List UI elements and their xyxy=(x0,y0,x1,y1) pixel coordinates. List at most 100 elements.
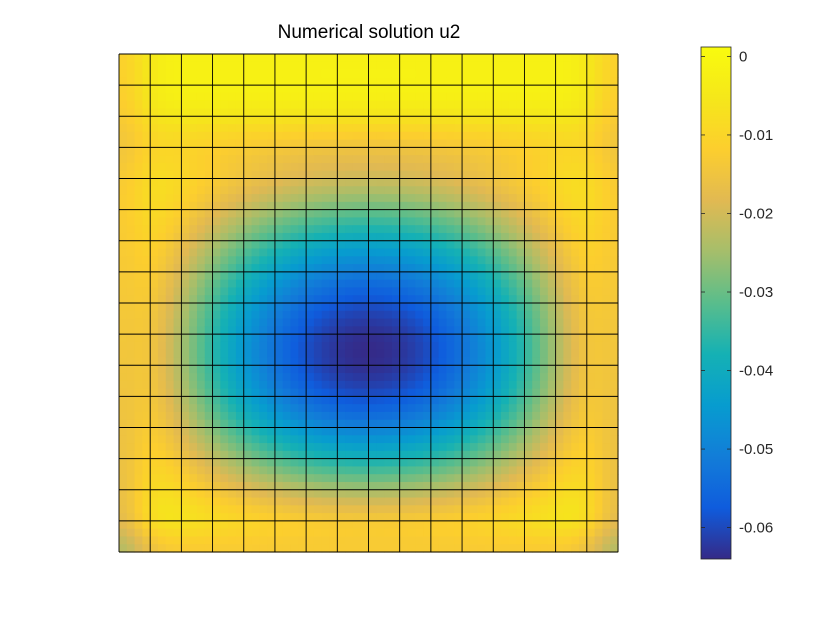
heatmap-cell xyxy=(212,194,221,203)
heatmap-cell xyxy=(313,162,323,172)
heatmap-cell xyxy=(579,404,588,413)
heatmap-cell xyxy=(594,279,604,289)
heatmap-cell xyxy=(204,162,214,172)
heatmap-cell xyxy=(126,419,136,429)
heatmap-cell xyxy=(571,77,580,86)
heatmap-cell xyxy=(438,170,448,180)
heatmap-cell xyxy=(189,279,198,289)
heatmap-cell xyxy=(602,279,611,289)
heatmap-cell xyxy=(220,85,229,94)
heatmap-cell xyxy=(524,209,533,219)
heatmap-cell xyxy=(189,186,198,195)
heatmap-cell xyxy=(282,357,292,366)
heatmap-cell xyxy=(547,108,557,117)
heatmap-cell xyxy=(602,217,611,226)
heatmap-cell xyxy=(142,287,151,296)
heatmap-cell xyxy=(376,450,385,460)
heatmap-cell xyxy=(306,357,315,366)
heatmap-cell xyxy=(267,357,276,366)
heatmap-cell xyxy=(516,162,526,172)
heatmap-cell xyxy=(423,92,432,102)
heatmap-cell xyxy=(306,505,315,514)
heatmap-cell xyxy=(282,162,292,172)
heatmap-cell xyxy=(267,310,276,320)
heatmap-cell xyxy=(430,92,440,102)
heatmap-cell xyxy=(259,365,268,374)
heatmap-cell xyxy=(524,435,533,444)
heatmap-cell xyxy=(181,240,190,250)
heatmap-cell xyxy=(391,178,401,187)
heatmap-cell xyxy=(376,131,385,141)
heatmap-cell xyxy=(282,116,292,125)
heatmap-cell xyxy=(469,194,479,203)
heatmap-cell xyxy=(594,357,604,366)
heatmap-cell xyxy=(119,544,128,553)
heatmap-cell xyxy=(485,194,494,203)
heatmap-cell xyxy=(454,419,463,429)
heatmap-cell xyxy=(298,536,307,545)
heatmap-cell xyxy=(157,513,167,522)
heatmap-cell xyxy=(485,520,494,530)
heatmap-cell xyxy=(306,326,315,335)
heatmap-cell xyxy=(228,54,237,63)
heatmap-cell xyxy=(563,303,572,312)
heatmap-cell xyxy=(360,147,370,156)
heatmap-cell xyxy=(563,131,572,141)
heatmap-cell xyxy=(532,85,541,94)
heatmap-cell xyxy=(610,256,619,265)
heatmap-cell xyxy=(157,474,167,483)
heatmap-cell xyxy=(345,124,354,133)
heatmap-cell xyxy=(150,528,159,538)
heatmap-cell xyxy=(267,380,276,390)
heatmap-cell xyxy=(306,450,315,460)
heatmap-cell xyxy=(610,186,619,195)
heatmap-cell xyxy=(602,349,611,359)
heatmap-cell xyxy=(212,186,221,195)
heatmap-cell xyxy=(165,232,175,242)
heatmap-cell xyxy=(282,435,292,444)
heatmap-cell xyxy=(150,155,159,164)
heatmap-cell xyxy=(563,69,572,78)
heatmap-cell xyxy=(493,443,502,452)
heatmap-cell xyxy=(501,225,510,234)
heatmap-cell xyxy=(134,209,143,219)
heatmap-cell xyxy=(150,365,159,374)
heatmap-cell xyxy=(235,279,245,289)
heatmap-cell xyxy=(493,194,502,203)
heatmap-cell xyxy=(532,131,541,141)
heatmap-cell xyxy=(329,287,338,296)
heatmap-cell xyxy=(485,474,494,483)
heatmap-cell xyxy=(446,271,455,281)
heatmap-cell xyxy=(454,497,463,506)
heatmap-cell xyxy=(306,513,315,522)
heatmap-cell xyxy=(423,116,432,125)
heatmap-cell xyxy=(415,232,424,242)
heatmap-cell xyxy=(368,264,377,273)
heatmap-cell xyxy=(189,388,198,397)
heatmap-cell xyxy=(212,349,221,359)
heatmap-cell xyxy=(352,108,362,117)
heatmap-cell xyxy=(360,310,370,320)
heatmap-cell xyxy=(563,544,572,553)
heatmap-cell xyxy=(345,61,354,71)
heatmap-cell xyxy=(415,131,424,141)
heatmap-cell xyxy=(157,318,167,327)
heatmap-cell xyxy=(477,388,487,397)
heatmap-cell xyxy=(228,458,237,468)
heatmap-cell xyxy=(516,443,526,452)
heatmap-cell xyxy=(485,497,494,506)
heatmap-cell xyxy=(485,513,494,522)
heatmap-cell xyxy=(586,466,596,475)
heatmap-cell xyxy=(142,404,151,413)
heatmap-cell xyxy=(196,388,206,397)
heatmap-cell xyxy=(126,458,136,468)
heatmap-cell xyxy=(306,427,315,436)
heatmap-cell xyxy=(555,61,565,71)
heatmap-cell xyxy=(119,520,128,530)
heatmap-cell xyxy=(290,505,299,514)
heatmap-cell xyxy=(345,489,354,499)
heatmap-cell xyxy=(446,287,455,296)
heatmap-cell xyxy=(438,256,448,265)
heatmap-cell xyxy=(446,365,455,374)
heatmap-cell xyxy=(391,85,401,94)
